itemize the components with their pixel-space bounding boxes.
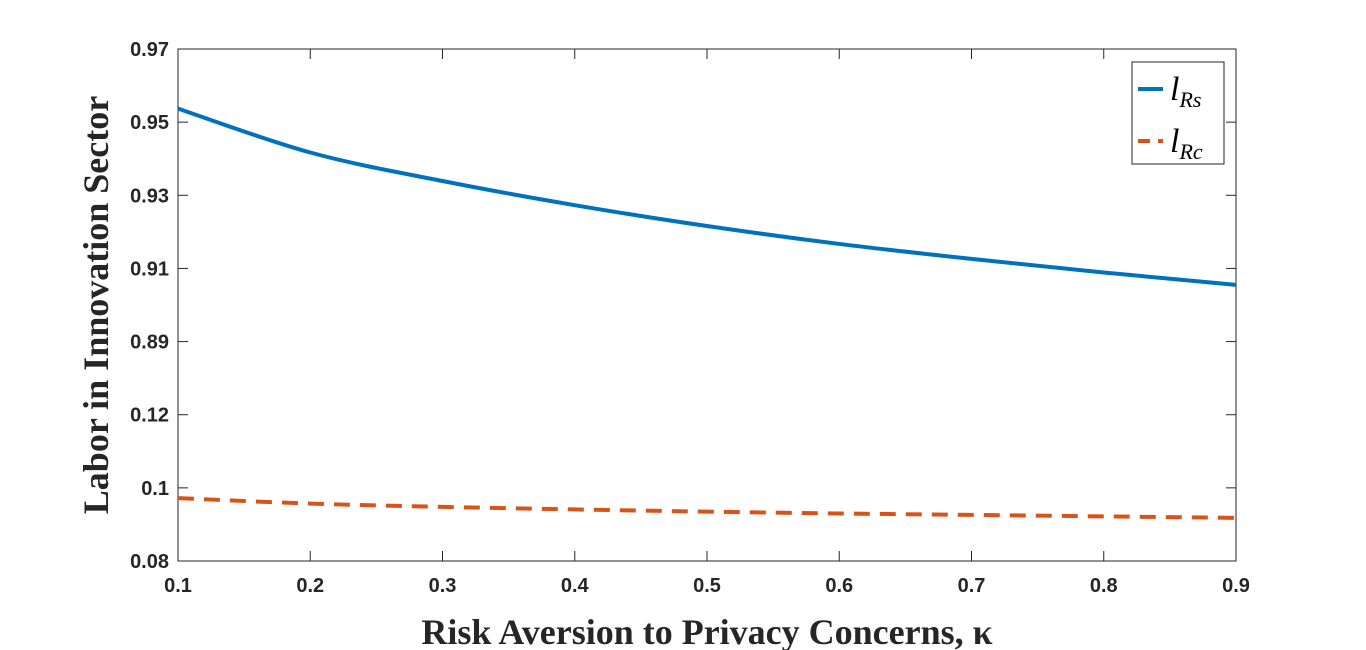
legend: lRs lRc (1131, 61, 1225, 165)
y-tick-label: 0.97 (130, 39, 169, 61)
x-tick-label: 0.7 (958, 575, 986, 597)
plot-area (177, 48, 1237, 562)
y-tick-label: 0.12 (130, 405, 169, 427)
x-tick-label: 0.9 (1222, 575, 1250, 597)
x-axis-title: Risk Aversion to Privacy Concerns, κ (421, 612, 992, 650)
y-tick-label: 0.89 (130, 332, 169, 354)
x-tick-label: 0.6 (825, 575, 853, 597)
y-tick-label: 0.91 (130, 258, 169, 280)
series-line-l-rc (177, 496, 1237, 520)
series-line-l-rs (177, 106, 1237, 287)
legend-label-rc: lRc (1170, 123, 1203, 164)
x-tick-label: 0.3 (429, 575, 457, 597)
y-tick-label: 0.08 (130, 551, 169, 573)
x-axis: 0.1 0.2 0.3 0.4 0.5 0.6 0.7 0.8 0.9 (164, 49, 1250, 597)
legend-label-rs: lRs (1170, 71, 1201, 112)
x-tick-label: 0.8 (1090, 575, 1118, 597)
y-tick-label: 0.93 (130, 185, 169, 207)
y-tick-label: 0.1 (141, 478, 169, 500)
y-axis-title: Labor in Innovation Sector (76, 96, 116, 514)
x-tick-label: 0.1 (164, 575, 192, 597)
x-tick-label: 0.5 (693, 575, 721, 597)
x-tick-label: 0.2 (296, 575, 324, 597)
x-tick-label: 0.4 (561, 575, 590, 597)
y-axis: 0.08 0.1 0.12 0.89 0.91 0.93 0.95 0.97 (130, 39, 1236, 573)
series-layer (177, 106, 1237, 520)
y-tick-label: 0.95 (130, 112, 169, 134)
legend-box (1131, 61, 1225, 165)
